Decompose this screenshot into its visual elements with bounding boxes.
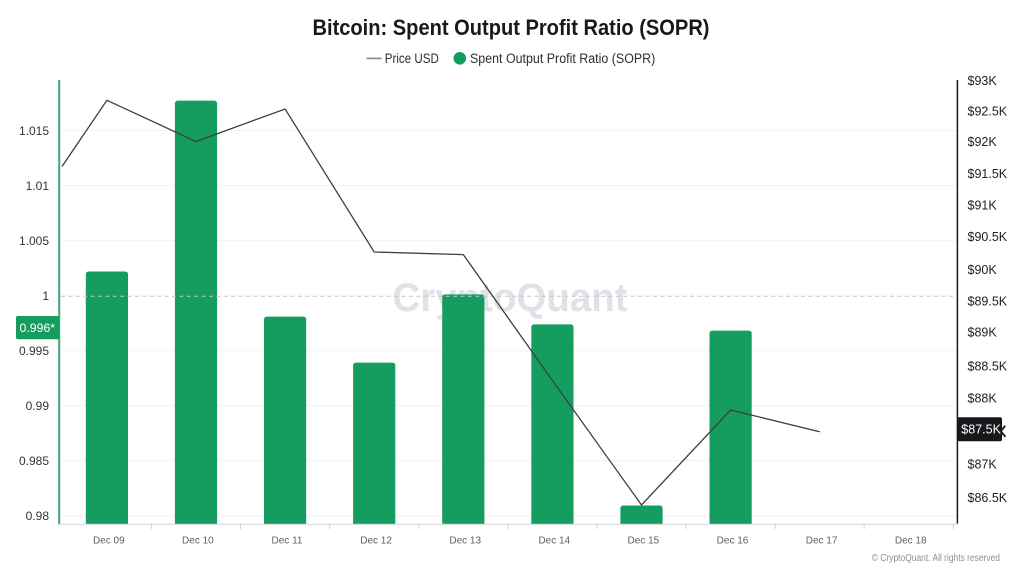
svg-text:Bitcoin: Spent Output Profit R: Bitcoin: Spent Output Profit Ratio (SOPR…	[313, 15, 710, 40]
svg-text:Dec 09: Dec 09	[93, 536, 125, 547]
svg-text:Dec 17: Dec 17	[806, 536, 838, 547]
svg-text:$86.5K: $86.5K	[968, 491, 1008, 505]
svg-text:1.01: 1.01	[26, 179, 50, 193]
svg-text:$89K: $89K	[968, 325, 998, 339]
svg-text:Dec 10: Dec 10	[182, 536, 214, 547]
svg-text:$92K: $92K	[968, 135, 998, 149]
svg-text:$93K: $93K	[968, 74, 998, 88]
svg-text:Price USD: Price USD	[385, 51, 439, 66]
svg-text:© CryptoQuant. All rights rese: © CryptoQuant. All rights reserved	[872, 553, 1000, 564]
svg-text:$87.5K: $87.5K	[961, 422, 1001, 436]
svg-text:Dec 13: Dec 13	[449, 536, 481, 547]
svg-text:Dec 18: Dec 18	[895, 536, 927, 547]
svg-text:1.005: 1.005	[19, 234, 49, 248]
svg-text:Dec 12: Dec 12	[360, 536, 392, 547]
svg-text:Dec 16: Dec 16	[717, 536, 749, 547]
svg-text:$90K: $90K	[968, 263, 998, 277]
svg-text:CryptoQuant: CryptoQuant	[393, 276, 628, 320]
svg-text:0.99: 0.99	[26, 399, 50, 413]
svg-text:$88K: $88K	[968, 392, 998, 406]
svg-text:1.015: 1.015	[19, 124, 49, 138]
svg-text:$87K: $87K	[968, 458, 998, 472]
svg-text:$90.5K: $90.5K	[968, 230, 1008, 244]
svg-text:$89.5K: $89.5K	[968, 294, 1008, 308]
svg-text:Dec 11: Dec 11	[272, 536, 303, 547]
svg-text:1: 1	[42, 289, 49, 303]
svg-text:Dec 14: Dec 14	[538, 536, 570, 547]
svg-text:0.995: 0.995	[19, 344, 49, 358]
svg-text:Dec 15: Dec 15	[628, 536, 660, 547]
svg-text:0.996*: 0.996*	[20, 321, 56, 335]
svg-text:$88.5K: $88.5K	[968, 360, 1008, 374]
svg-text:0.98: 0.98	[26, 509, 50, 523]
svg-text:$91K: $91K	[968, 198, 998, 212]
svg-text:Spent Output Profit Ratio (SOP: Spent Output Profit Ratio (SOPR)	[470, 51, 655, 66]
svg-text:0.985: 0.985	[19, 454, 49, 468]
svg-text:$91.5K: $91.5K	[968, 167, 1008, 181]
svg-text:$92.5K: $92.5K	[968, 104, 1008, 118]
